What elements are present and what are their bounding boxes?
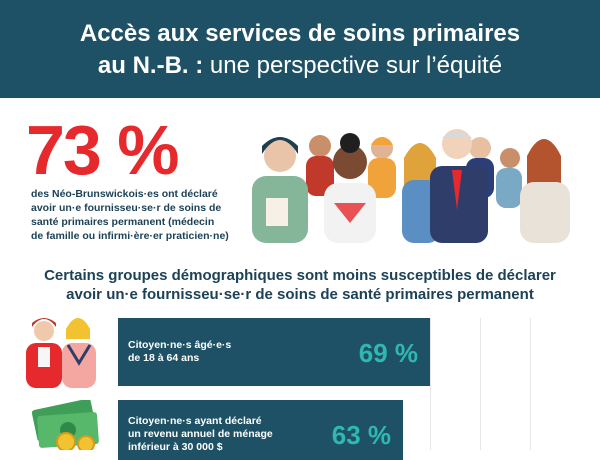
headline-stat: 73 % <box>26 111 180 189</box>
bar-label-line: inférieur à 30 000 $ <box>128 441 223 453</box>
gridline <box>530 318 531 450</box>
bar-value-label: 69 % <box>358 338 418 368</box>
bar-value-label: 63 % <box>331 420 391 450</box>
stat-description: des Néo-Brunswickois·es ont déclaré avoi… <box>31 187 246 243</box>
chart-bar: Citoyen·ne·s âgé·e·s de 18 à 64 ans 69 % <box>118 318 430 386</box>
stat-description-line: avoir un·e fournisseu·se·r de soins de <box>31 202 222 214</box>
stat-description-line: santé primaires permanent (médecin <box>31 216 215 228</box>
bar-label-line: de 18 à 64 ans <box>128 352 200 364</box>
young-people-icon <box>26 318 96 388</box>
crowd-illustration <box>252 129 570 243</box>
section-title-line: avoir un·e fournisseu·se·r de soins de s… <box>66 286 534 303</box>
page-title-line1: Accès aux services de soins primaires <box>79 20 521 47</box>
stat-description-line: de famille ou infirmi·ère·er praticien·n… <box>31 230 229 242</box>
money-icon <box>31 400 99 450</box>
bar-label: Citoyen·ne·s âgé·e·s de 18 à 64 ans <box>128 339 231 365</box>
gridline <box>480 318 481 450</box>
page-title-region: au N.-B. : <box>97 52 204 79</box>
header-banner: Accès aux services de soins primaires au… <box>0 0 600 98</box>
stat-description-line: des Néo-Brunswickois·es ont déclaré <box>31 188 218 200</box>
bar-label-line: Citoyen·ne·s ayant déclaré <box>128 415 262 427</box>
section-title: Certains groupes démographiques sont moi… <box>0 266 600 304</box>
bar-label-line: un revenu annuel de ménage <box>128 428 273 440</box>
chart-bar: Citoyen·ne·s ayant déclaré un revenu ann… <box>118 400 403 460</box>
page-title-line2: au N.-B. : une perspective sur l’équité <box>0 52 600 80</box>
gridline <box>430 318 431 450</box>
bar-label-line: Citoyen·ne·s âgé·e·s <box>128 339 232 351</box>
bar-label: Citoyen·ne·s ayant déclaré un revenu ann… <box>128 415 273 454</box>
page-title-rest: une perspective sur l’équité <box>203 52 503 79</box>
section-title-line: Certains groupes démographiques sont moi… <box>44 267 556 284</box>
